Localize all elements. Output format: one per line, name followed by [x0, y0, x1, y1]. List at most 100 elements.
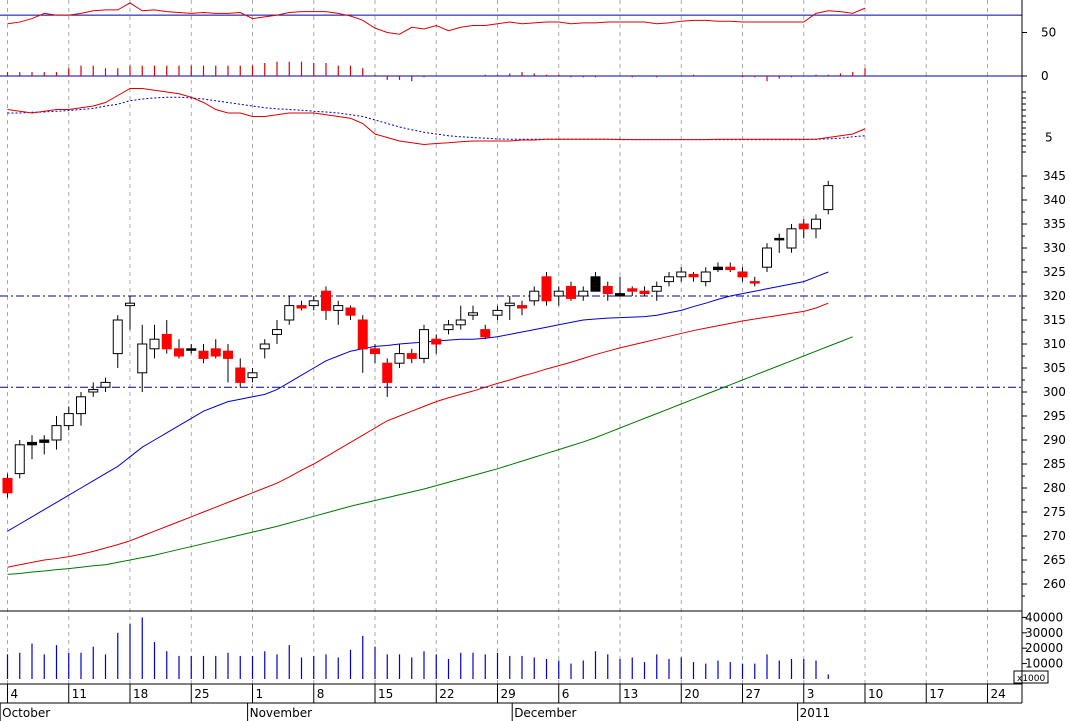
candle-body: [602, 285, 613, 295]
moving-average-long: [7, 336, 853, 575]
candle-body: [823, 185, 834, 211]
price-tick-label: 270: [1043, 529, 1066, 543]
price-tick-label: 320: [1043, 289, 1066, 303]
candle-body: [186, 348, 197, 351]
candle-body: [321, 290, 331, 311]
macd-signal-line: [7, 96, 866, 141]
candle-body: [455, 319, 466, 326]
candle-body: [443, 324, 454, 331]
x-month-label: October: [2, 706, 50, 720]
candle-body: [247, 372, 258, 379]
candle-body: [713, 266, 723, 271]
macd-line: [7, 88, 866, 146]
price-tick-label: 305: [1043, 361, 1066, 375]
candle-body: [504, 302, 515, 307]
candle-body: [492, 309, 503, 316]
candle-body: [2, 477, 13, 494]
candle-body: [688, 273, 699, 278]
candle-body: [284, 305, 295, 321]
price-tick-label: 290: [1043, 433, 1066, 447]
volume-tick-label: 40000: [1025, 610, 1063, 624]
candle-body: [517, 305, 527, 309]
price-panel: 260 265 270 275 280 285 290 295 300 305 310 315 320 3…: [0, 169, 1066, 597]
candle-body: [798, 223, 809, 230]
candle-body: [272, 329, 282, 335]
candle-body: [370, 348, 380, 355]
price-tick-label: 325: [1043, 265, 1066, 279]
x-day-label: 1: [256, 687, 264, 701]
candle-body: [627, 288, 638, 292]
candle-body: [590, 276, 601, 292]
macd-panel: 5: [7, 88, 1053, 153]
candle-body: [76, 396, 86, 415]
candle-body: [357, 319, 368, 350]
x-month-label: December: [514, 706, 576, 720]
candle-body: [88, 389, 99, 393]
x-day-label: 15: [378, 687, 393, 701]
candle-body: [345, 307, 356, 316]
candle-body: [149, 338, 160, 350]
volume-tick-label: 10000: [1025, 657, 1063, 671]
price-tick-label: 340: [1043, 193, 1066, 207]
x-day-label: 11: [72, 687, 87, 701]
x-day-label: 24: [991, 687, 1006, 701]
candle-body: [308, 300, 319, 307]
candle-body: [210, 348, 221, 357]
candle-body: [749, 281, 760, 284]
candle-body: [676, 271, 687, 278]
volume-multiplier-label: x1000: [1017, 674, 1046, 684]
candle-body: [394, 353, 405, 364]
candle-body: [737, 271, 748, 278]
candle-body: [541, 276, 552, 302]
x-day-label: 3: [807, 687, 815, 701]
candle-body: [406, 353, 417, 359]
price-tick-label: 265: [1043, 553, 1066, 567]
x-day-label: 29: [501, 687, 516, 701]
candle-body: [431, 338, 442, 345]
candle-body: [137, 343, 148, 374]
price-tick-label: 335: [1043, 217, 1066, 231]
candle-body: [14, 444, 25, 475]
price-tick-label: 330: [1043, 241, 1066, 255]
x-day-label: 25: [194, 687, 209, 701]
candle-body: [39, 439, 50, 443]
candle-body: [419, 329, 429, 359]
price-tick-label: 280: [1043, 481, 1066, 495]
price-tick-label: 295: [1043, 409, 1066, 423]
candle-body: [725, 266, 736, 271]
x-day-label: 8: [317, 687, 325, 701]
x-month-label: 2011: [800, 706, 831, 720]
x-day-label: 6: [562, 687, 570, 701]
candle-body: [480, 329, 491, 338]
x-month-label: November: [250, 706, 312, 720]
candle-body: [700, 271, 711, 283]
candle-body: [296, 305, 307, 309]
price-tick-label: 260: [1043, 577, 1066, 591]
x-day-label: 18: [133, 687, 148, 701]
oscillator-panel: 50 0: [0, 2, 1056, 83]
price-tick-label: 275: [1043, 505, 1066, 519]
candle-body: [112, 319, 123, 355]
candle-body: [615, 293, 625, 297]
osc-tick-label: 50: [1041, 26, 1056, 40]
candle-body: [578, 290, 589, 297]
osc-line: [7, 2, 866, 35]
price-tick-label: 285: [1043, 457, 1066, 471]
candle-body: [651, 285, 662, 292]
candle-body: [811, 218, 821, 230]
candle-body: [259, 343, 270, 350]
candle-body: [553, 290, 564, 297]
x-day-label: 27: [746, 687, 761, 701]
candle-body: [51, 425, 62, 441]
candle-body: [174, 348, 184, 357]
candle-body: [27, 441, 37, 446]
x-day-label: 20: [684, 687, 699, 701]
candle-body: [333, 305, 344, 311]
candle-body: [63, 413, 74, 427]
price-tick-label: 310: [1043, 337, 1066, 351]
macd-tick-label: 5: [1045, 131, 1053, 145]
osc-tick-label: 0: [1041, 69, 1049, 83]
